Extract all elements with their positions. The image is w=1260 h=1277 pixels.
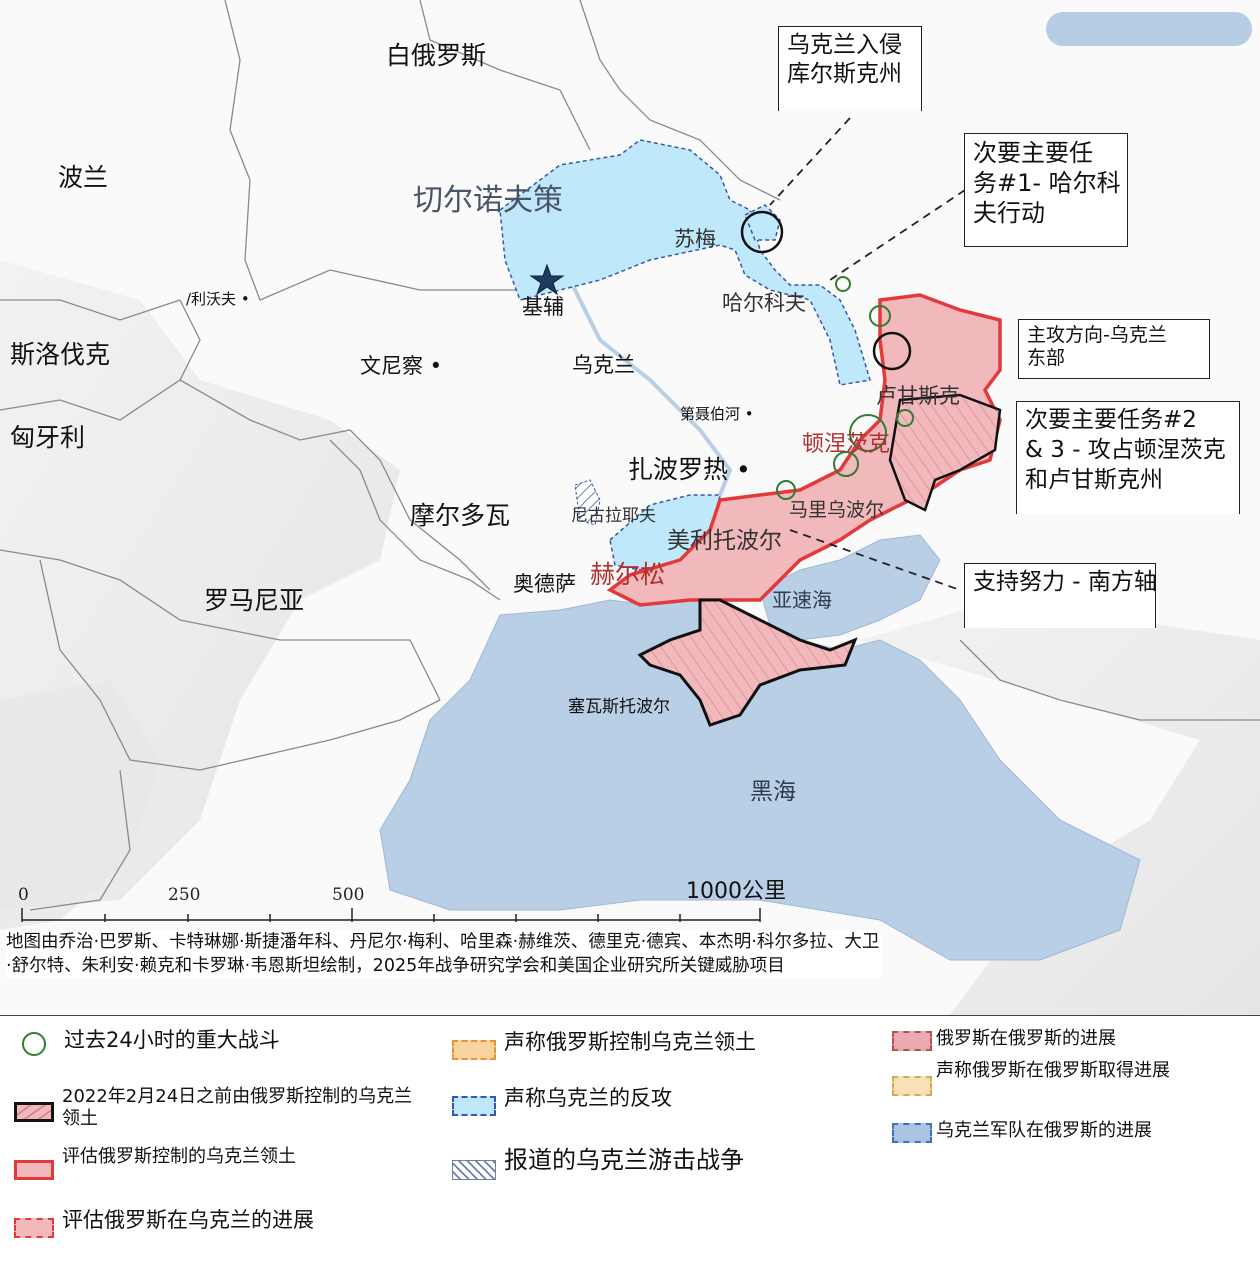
label-odesa: 奥德萨	[513, 572, 576, 596]
label-mykolaiv: 尼古拉耶夫	[571, 506, 656, 526]
label-chernihiv: 切尔诺夫策	[413, 183, 563, 218]
legend-ua-in-ru-label: 乌克兰军队在俄罗斯的进展	[936, 1120, 1152, 1141]
legend-claimed-control: 声称俄罗斯控制乌克兰领土	[452, 1030, 756, 1060]
label-dnipro: 第聂伯河 •	[680, 405, 754, 423]
claimed-counter-swatch	[452, 1096, 496, 1116]
label-mariupol: 马里乌波尔	[789, 499, 885, 521]
partisan-area	[574, 479, 601, 526]
legend-battles: 过去24小时的重大战斗	[14, 1028, 280, 1056]
label-kharkiv: 哈尔科夫	[722, 291, 806, 315]
callout-south: 支持努力 - 南方轴	[964, 563, 1157, 628]
ru-advance-in-ru-swatch	[892, 1031, 932, 1051]
legend-ua-in-ru: 乌克兰军队在俄罗斯的进展	[892, 1120, 1152, 1143]
label-kyiv: 基辅	[522, 295, 564, 319]
ru-claimed-in-ru-swatch	[892, 1076, 932, 1096]
partisan-swatch	[452, 1160, 496, 1180]
scale-0: 0	[18, 885, 29, 905]
callout-kursk: 乌克兰入侵 库尔斯克州	[778, 26, 922, 111]
legend: 过去24小时的重大战斗 2022年2月24日之前由俄罗斯控制的乌克兰领土 评估俄…	[0, 1015, 1260, 1277]
battle-circles	[740, 210, 914, 500]
legend-claimed-counter: 声称乌克兰的反攻	[452, 1086, 672, 1116]
title-placeholder-pill	[1046, 12, 1252, 46]
label-black-sea: 黑海	[750, 779, 796, 805]
legend-assessed-control: 评估俄罗斯控制的乌克兰领土	[14, 1146, 296, 1180]
label-slovakia: 斯洛伐克	[10, 340, 111, 369]
label-sumy: 苏梅	[674, 227, 716, 251]
callout-east-ukraine: 主攻方向-乌克兰 东部	[1018, 319, 1210, 379]
claimed-control-swatch	[452, 1040, 496, 1060]
callout-kharkiv-operation: 次要主要任 务#1- 哈尔科 夫行动	[964, 133, 1128, 247]
ua-counteroffensive-north	[499, 139, 871, 386]
legend-partisan: 报道的乌克兰游击战争	[452, 1146, 744, 1180]
ru-controlled-east-south	[606, 293, 1002, 607]
label-vinnytsia: 文尼察 •	[360, 354, 443, 378]
label-kherson: 赫尔松	[590, 560, 666, 589]
legend-ru-claimed-in-ru-label: 声称俄罗斯在俄罗斯取得进展	[936, 1060, 1170, 1081]
legend-assessed-advance: 评估俄罗斯在乌克兰的进展	[14, 1208, 314, 1238]
ua-in-ru-swatch	[892, 1123, 932, 1143]
country-borders	[0, 0, 1260, 911]
label-sevastopol: 塞瓦斯托波尔	[568, 697, 670, 717]
pre2022-donbas	[888, 393, 1002, 512]
label-romania: 罗马尼亚	[204, 586, 305, 615]
battle-circle-icon	[22, 1032, 46, 1056]
label-azov-sea: 亚速海	[772, 588, 832, 612]
pre2022-swatch	[14, 1102, 54, 1122]
legend-partisan-label: 报道的乌克兰游击战争	[504, 1146, 744, 1174]
label-moldova: 摩尔多瓦	[410, 501, 511, 530]
callout-donbas: 次要主要任务#2 & 3 - 攻占顿涅茨克 和卢甘斯克州	[1016, 401, 1240, 514]
legend-battles-label: 过去24小时的重大战斗	[64, 1028, 280, 1052]
legend-assessed-advance-label: 评估俄罗斯在乌克兰的进展	[62, 1208, 314, 1232]
label-hungary: 匈牙利	[10, 423, 86, 452]
crimea	[637, 598, 858, 727]
legend-claimed-control-label: 声称俄罗斯控制乌克兰领土	[504, 1030, 756, 1054]
assessed-control-swatch	[14, 1160, 54, 1180]
label-melitopol: 美利托波尔	[667, 528, 782, 554]
scale-500: 500	[332, 885, 365, 905]
callout-leaders	[769, 117, 966, 591]
scale-1000: 1000公里	[686, 879, 786, 904]
assessed-advance-swatch	[14, 1218, 54, 1238]
legend-assessed-control-label: 评估俄罗斯控制的乌克兰领土	[62, 1146, 296, 1167]
label-belarus: 白俄罗斯	[386, 41, 487, 70]
legend-claimed-counter-label: 声称乌克兰的反攻	[504, 1086, 672, 1110]
terrain-caucasus	[860, 600, 1260, 1015]
label-ukraine: 乌克兰	[572, 353, 635, 377]
scale-250: 250	[168, 885, 201, 905]
kyiv-star-icon	[529, 263, 565, 296]
label-poland: 波兰	[58, 163, 109, 192]
label-zaporizhzhia: 扎波罗热 •	[628, 455, 751, 484]
legend-pre2022: 2022年2月24日之前由俄罗斯控制的乌克兰领土	[14, 1086, 414, 1129]
legend-ru-claimed-in-ru: 声称俄罗斯在俄罗斯取得进展	[892, 1060, 1170, 1096]
label-donetsk: 顿涅茨克	[802, 432, 891, 457]
label-luhansk: 卢甘斯克	[876, 384, 960, 408]
legend-ru-advance-in-ru-label: 俄罗斯在俄罗斯的进展	[936, 1028, 1116, 1049]
legend-pre2022-label: 2022年2月24日之前由俄罗斯控制的乌克兰领土	[62, 1086, 413, 1129]
label-lviv: /利沃夫 •	[186, 290, 250, 308]
legend-ru-advance-in-ru: 俄罗斯在俄罗斯的进展	[892, 1028, 1116, 1051]
map-credit: 地图由乔治·巴罗斯、卡特琳娜·斯捷潘年科、丹尼尔·梅利、哈里森·赫维茨、德里克·…	[6, 930, 881, 979]
scale-bar	[21, 908, 761, 922]
